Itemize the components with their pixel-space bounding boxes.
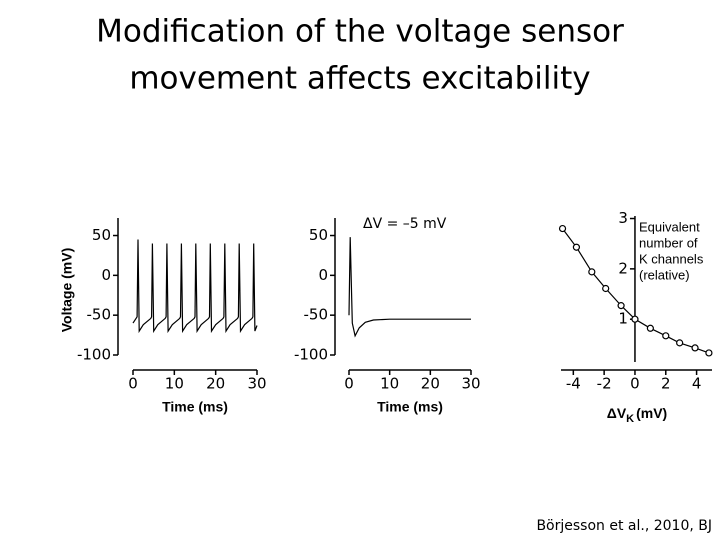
y-tick-label: 3 [618, 209, 628, 227]
title-line: movement affects excitability [129, 61, 590, 97]
x-tick-label: -2 [597, 375, 612, 393]
x-tick-label: -4 [566, 375, 581, 393]
y-axis-label: (relative) [639, 267, 690, 282]
x-axis-label-sub: K [626, 413, 634, 425]
x-tick-label: 20 [206, 375, 225, 393]
y-tick-label: 0 [318, 266, 328, 284]
x-axis-label: Time (ms) [162, 399, 228, 415]
trace [348, 237, 471, 338]
y-axis-label: number of [639, 235, 698, 250]
x-tick-label: 30 [247, 375, 266, 393]
y-tick-label: -50 [87, 306, 112, 324]
x-axis-label: Time (ms) [377, 399, 443, 415]
y-tick-label: 50 [92, 226, 111, 244]
y-tick-label: 0 [101, 266, 111, 284]
point [705, 349, 713, 357]
y-axis-label: Voltage (mV) [59, 248, 75, 333]
point [602, 284, 610, 293]
point [572, 243, 581, 251]
y-tick-label: 1 [618, 310, 628, 328]
x-tick-label: 2 [661, 375, 671, 393]
x-tick-label: 0 [344, 375, 354, 393]
y-tick-label: 50 [309, 226, 328, 244]
y-tick-label: -100 [77, 346, 111, 364]
y-axis-label: Equivalent [639, 219, 700, 234]
x-axis-label-unit: (mV) [636, 405, 667, 421]
y-tick-label: -100 [294, 346, 328, 364]
x-tick-label: 0 [630, 375, 640, 393]
annotation: ΔV = –5 mV [363, 216, 447, 232]
citation: Börjesson et al., 2010, BJ [536, 518, 712, 534]
x-tick-label: 0 [128, 375, 138, 393]
trace [132, 239, 258, 334]
point [662, 332, 670, 340]
y-axis-label: K channels [639, 251, 704, 266]
y-tick-label: -50 [304, 306, 329, 324]
point [646, 324, 654, 332]
point [558, 224, 567, 233]
point [617, 302, 625, 310]
x-tick-label: 20 [421, 375, 440, 393]
x-tick-label: 10 [165, 375, 184, 393]
point [676, 339, 684, 347]
title-line: Modification of the voltage sensor [96, 14, 624, 50]
x-tick-label: 4 [692, 375, 702, 393]
x-tick-label: 10 [380, 375, 399, 393]
point [691, 344, 699, 352]
point [631, 315, 639, 323]
y-tick-label: 2 [618, 259, 628, 277]
point [588, 268, 596, 276]
x-axis-label: ΔVK (mV) [607, 405, 667, 425]
x-axis-label-main: ΔV [607, 405, 627, 421]
x-tick-label: 30 [461, 375, 480, 393]
